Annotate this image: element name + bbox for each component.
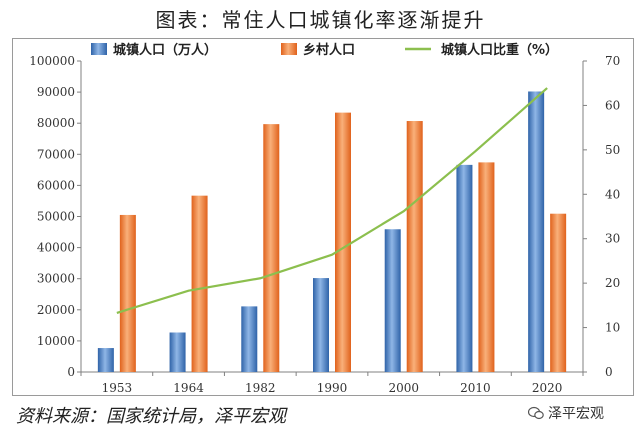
left-axis-tick-label: 20000 [37, 303, 75, 317]
rural-population-bar [550, 213, 567, 372]
urban-population-bar [456, 164, 473, 372]
right-axis-tick-label: 30 [605, 232, 620, 246]
watermark-text: 泽平宏观 [548, 406, 604, 422]
legend-label: 城镇人口（万人） [113, 42, 217, 58]
left-axis-tick-label: 90000 [37, 85, 75, 99]
rural-population-bar [478, 162, 495, 372]
left-axis-tick-label: 30000 [37, 272, 75, 286]
left-axis-tick-label: 40000 [37, 241, 75, 255]
rural-population-bar [191, 195, 208, 372]
source-note: 资料来源：国家统计局，泽平宏观 [16, 406, 286, 427]
chart-title: 图表：常住人口城镇化率逐渐提升 [155, 8, 486, 32]
right-axis-tick-label: 0 [605, 365, 613, 379]
urban-population-bar [241, 306, 258, 372]
legend-label: 乡村人口 [303, 42, 355, 58]
left-axis-tick-label: 80000 [37, 116, 75, 130]
rural-population-bar [406, 121, 423, 372]
right-axis-tick-label: 70 [605, 54, 620, 68]
chart-frame: 0 10000 20000 30000 40000 50000 60000 70000 8000… [12, 38, 634, 396]
chart-plot: 0100002000030000400005000060000700008000… [29, 42, 620, 395]
wechat-icon [528, 406, 544, 420]
x-axis-tick-label: 2000 [388, 381, 419, 395]
left-axis-tick-label: 70000 [37, 147, 75, 161]
left-axis-tick-label: 10000 [37, 334, 75, 348]
urban-population-bar [169, 332, 186, 372]
legend-swatch [281, 43, 297, 55]
x-axis-tick-label: 2010 [460, 381, 491, 395]
urban-population-bar [384, 229, 401, 372]
left-axis-tick-label: 60000 [37, 178, 75, 192]
watermark: 泽平宏观 [528, 403, 604, 423]
right-axis-tick-label: 10 [605, 321, 620, 335]
left-axis-tick-label: 50000 [37, 210, 75, 224]
x-axis-tick-label: 1953 [102, 381, 133, 395]
left-axis-tick-label: 100000 [29, 54, 75, 68]
legend-label: 城镇人口比重（%） [441, 42, 558, 58]
right-axis-tick-label: 40 [605, 187, 620, 201]
x-axis-tick-label: 2020 [532, 381, 563, 395]
x-axis-tick-label: 1982 [245, 381, 276, 395]
left-axis-tick-label: 0 [67, 365, 75, 379]
rural-population-bar [263, 124, 280, 373]
legend-swatch [91, 43, 107, 55]
x-axis-tick-label: 1990 [317, 381, 348, 395]
urban-population-bar [528, 91, 545, 372]
urban-population-bar [313, 278, 329, 372]
urban-population-bar [97, 348, 114, 372]
rural-population-bar [335, 112, 351, 372]
right-axis-tick-label: 50 [605, 143, 620, 157]
x-axis-tick-label: 1964 [173, 381, 204, 395]
right-axis-tick-label: 60 [605, 98, 620, 112]
right-axis-tick-label: 20 [605, 276, 620, 290]
rural-population-bar [119, 214, 136, 372]
